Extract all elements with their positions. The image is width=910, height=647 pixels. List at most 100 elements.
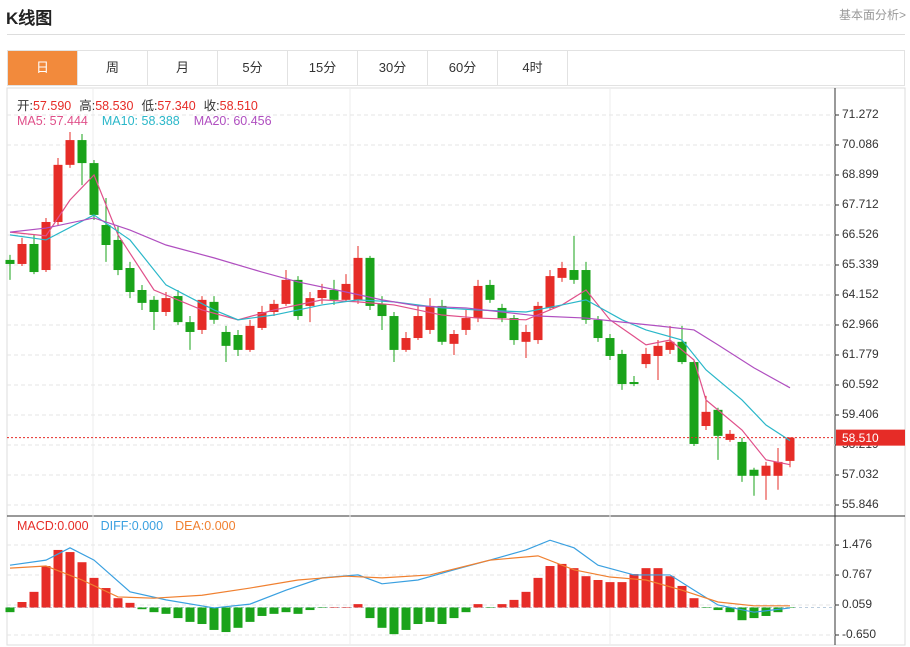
indicator-line [9,555,790,607]
period-tabs: 日周月 5分 15分 30分 60分 4时 [7,50,905,86]
candle-body [665,341,675,350]
candle-body [509,318,519,341]
ohlc-label: 低: [141,99,158,113]
candle-body [29,243,39,273]
macd-bar [41,566,51,608]
candle-body [17,243,27,264]
indicator-line [9,214,791,442]
macd-bar [641,568,651,608]
macd-bar [101,588,111,608]
candle-body [317,289,327,299]
candle-body [461,318,471,330]
period-tab[interactable]: 月 [148,51,218,85]
macd-bar [785,607,795,609]
candle-body [101,225,111,245]
macd-bar [365,607,375,619]
y-tick-label: 61.779 [842,347,879,361]
macd-bar [437,607,447,625]
macd-bar [293,607,303,614]
period-tab[interactable]: 5分 [218,51,288,85]
macd-bar [689,598,699,608]
candle-body [593,319,603,339]
ohlc-value: 58.510 [219,99,258,113]
macd-legend: MACD:0.000 DIFF:0.000 DEA:0.000 [17,519,236,533]
macd-bar [521,591,531,608]
candle-body [161,298,171,312]
macd-bar [533,577,543,608]
candle-body [257,311,267,328]
candle-body [329,289,339,300]
macd-bar [425,607,435,622]
macd-bar [29,591,39,608]
macd-bar [317,607,327,609]
macd-bar [737,607,747,621]
period-tab[interactable]: 4时 [498,51,568,85]
ohlc-item: 低:57.340 [141,95,195,114]
candle-body [89,163,99,215]
ma-legend: MA5: 57.444 MA10: 58.388 MA20: 60.456 [17,114,272,128]
candle-body [437,305,447,342]
macd-bar [617,582,627,608]
period-tab[interactable]: 15分 [288,51,358,85]
candle-body [353,257,363,300]
candle-body [533,305,543,341]
macd-bar [305,607,315,611]
macd-bar [65,552,75,608]
candle-body [689,362,699,444]
ohlc-label: 开: [17,99,33,113]
candle-body [761,465,771,476]
candle-body [53,164,63,222]
y-tick-label: 57.032 [842,467,879,481]
macd-bar [461,607,471,613]
ohlc-label: 高: [79,99,96,113]
ma-legend-item: MA10: 58.388 [101,114,180,128]
period-tab[interactable]: 周 [78,51,148,85]
macd-bar [677,585,687,608]
y-tick-label: 66.526 [842,227,879,241]
candle-body [629,382,639,385]
macd-bar [53,549,63,608]
candle-body [485,284,495,300]
candle-body [197,299,207,330]
macd-bar [401,607,411,630]
candle-body [77,140,87,164]
candle-body [521,331,531,342]
y-tick-label: 55.846 [842,497,879,511]
macd-bar [473,604,483,608]
candle-body [497,307,507,319]
macd-bar [701,607,711,609]
candle-body [113,239,123,271]
macd-bar [557,563,567,608]
ohlc-item: 开:57.590 [17,95,71,114]
ohlc-item: 高:58.530 [79,95,133,114]
macd-bar [281,607,291,613]
ma-legend-item: MA20: 60.456 [193,114,272,128]
macd-bar [389,607,399,635]
indicator-line [9,217,791,389]
ohlc-label: 收: [203,99,220,113]
y-tick-label: 70.086 [842,137,879,151]
ohlc-value: 58.530 [95,99,134,113]
macd-legend-item: DEA:0.000 [175,519,236,533]
period-tab[interactable]: 60分 [428,51,498,85]
macd-bar [653,568,663,608]
period-tab[interactable]: 30分 [358,51,428,85]
fundamental-link[interactable]: 基本面分析> [838,8,906,22]
macd-bar [353,604,363,608]
chart-frame [6,87,906,646]
candle-body [701,411,711,427]
y-tick-label: 67.712 [842,197,879,211]
y-tick-label: 0.059 [842,597,872,611]
period-tab[interactable]: 日 [8,51,78,85]
ma-legend-item: MA5: 57.444 [17,114,88,128]
candle-body [449,333,459,344]
candle-body [677,341,687,363]
header-rule [7,34,905,35]
macd-bar [245,607,255,622]
macd-bar [89,577,99,608]
candle-body [233,334,243,350]
candle-body [65,140,75,165]
y-tick-label: 60.592 [842,377,879,391]
